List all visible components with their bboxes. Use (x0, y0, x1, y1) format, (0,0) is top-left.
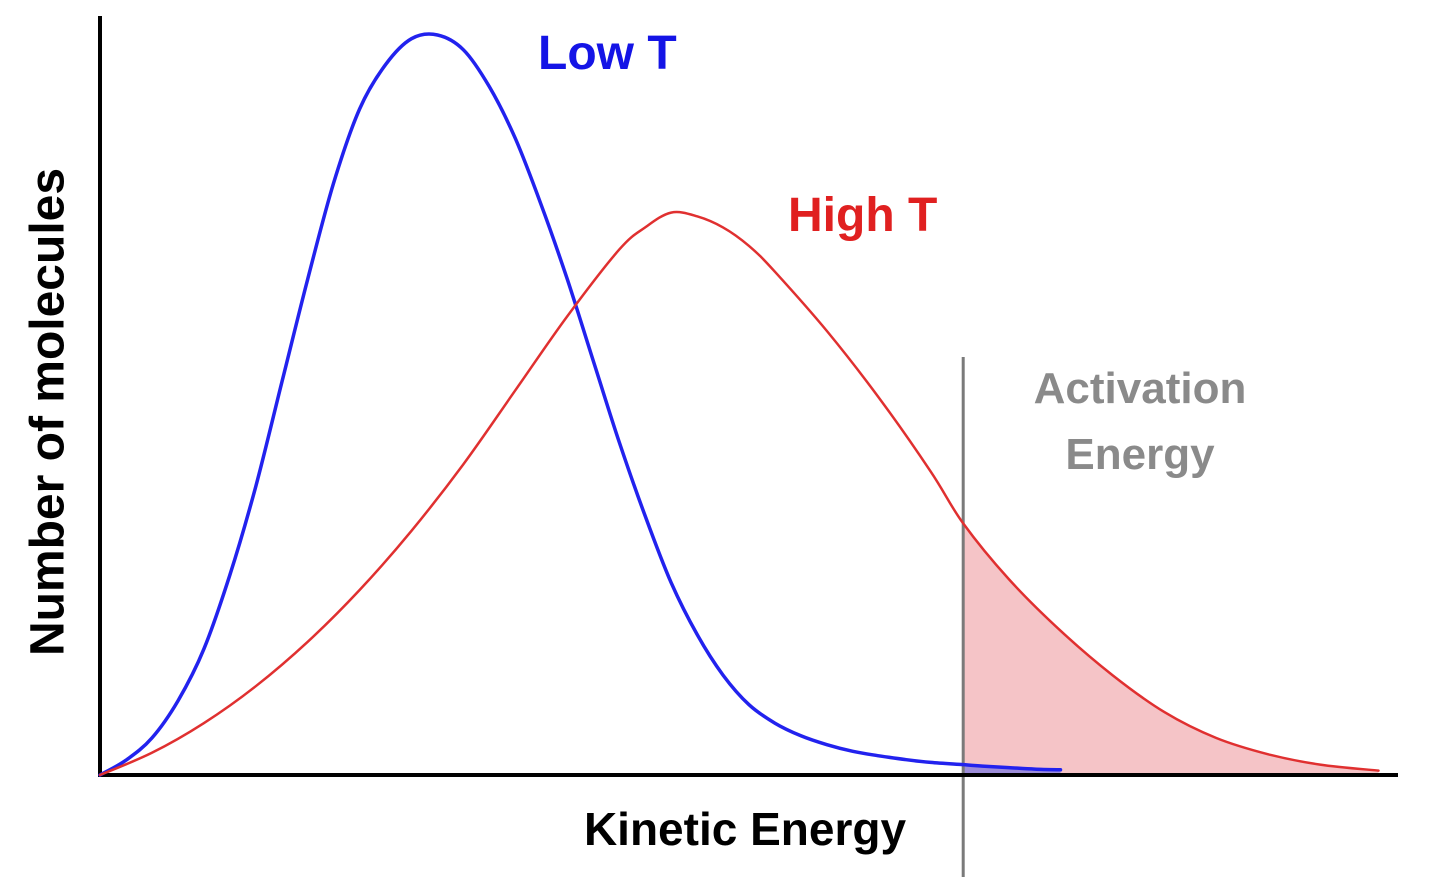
high-t-curve (98, 210, 1380, 777)
low-t-label: Low T (538, 27, 677, 80)
high-t-shaded-area (963, 523, 1379, 775)
low-t-curve (98, 32, 1063, 777)
x-axis-label: Kinetic Energy (583, 803, 907, 855)
y-axis-label: Number of molecules (21, 167, 75, 657)
high-t-label: High T (788, 189, 938, 242)
activation-energy-label: Activation Energy (1033, 364, 1247, 479)
